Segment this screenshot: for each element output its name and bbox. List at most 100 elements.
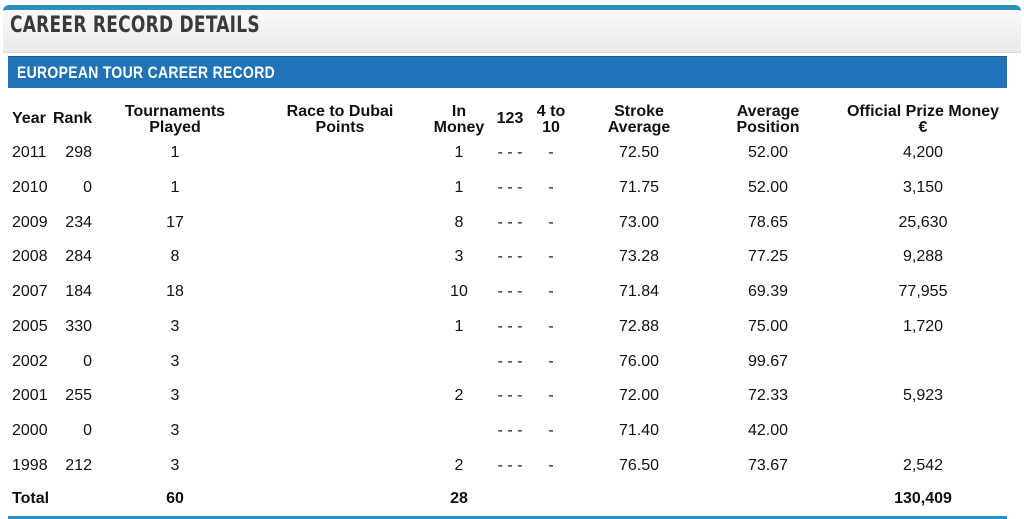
header-inmoney-line2: Money bbox=[433, 119, 485, 136]
cell-year: 2010 bbox=[12, 179, 48, 196]
cell-rank: 298 bbox=[65, 144, 92, 161]
cell-c123: - - - bbox=[497, 144, 523, 161]
cell-year: 2000 bbox=[12, 422, 48, 439]
cell-rank: 0 bbox=[83, 179, 92, 196]
cell-prize: 2,542 bbox=[902, 457, 944, 474]
total-label: Total bbox=[12, 490, 50, 507]
header-tournaments-line2: Played bbox=[149, 119, 201, 136]
cell-c123: - - - bbox=[497, 422, 523, 439]
cell-c410: - bbox=[548, 214, 554, 231]
cell-rank: 184 bbox=[65, 283, 92, 300]
cell-rank: 0 bbox=[83, 353, 92, 370]
cell-c123: - - - bbox=[497, 179, 523, 196]
cell-inmoney: 2 bbox=[454, 387, 464, 404]
cell-prize: 5,923 bbox=[902, 387, 944, 404]
cell-year: 2005 bbox=[12, 318, 48, 335]
section-title: EUROPEAN TOUR CAREER RECORD bbox=[17, 63, 276, 82]
header-prize-line1: Official Prize Money bbox=[846, 103, 1000, 120]
header-rank: Rank bbox=[53, 110, 93, 127]
cell-avgpos: 42.00 bbox=[747, 422, 789, 439]
cell-c410: - bbox=[548, 457, 554, 474]
cell-played: 8 bbox=[170, 248, 180, 265]
cell-played: 18 bbox=[166, 283, 184, 300]
cell-c123: - - - bbox=[497, 214, 523, 231]
cell-c410: - bbox=[548, 387, 554, 404]
cell-rank: 0 bbox=[83, 422, 92, 439]
cell-rank: 330 bbox=[65, 318, 92, 335]
cell-year: 2009 bbox=[12, 214, 48, 231]
cell-played: 3 bbox=[170, 353, 180, 370]
header-race-line2: Points bbox=[315, 119, 365, 136]
header-year: Year bbox=[12, 110, 46, 127]
cell-played: 3 bbox=[170, 318, 180, 335]
cell-year: 1998 bbox=[12, 457, 48, 474]
header-123: 123 bbox=[496, 110, 524, 127]
bottom-rule bbox=[8, 516, 1007, 519]
cell-avgpos: 52.00 bbox=[747, 179, 789, 196]
cell-c410: - bbox=[548, 318, 554, 335]
cell-stroke: 71.84 bbox=[618, 283, 660, 300]
header-inmoney-line1: In bbox=[451, 103, 467, 120]
total-prize: 130,409 bbox=[894, 490, 952, 507]
cell-c410: - bbox=[548, 422, 554, 439]
cell-played: 1 bbox=[170, 179, 180, 196]
total-inmoney: 28 bbox=[450, 490, 468, 507]
header-4to10-line2: 10 bbox=[542, 119, 560, 136]
cell-c123: - - - bbox=[497, 248, 523, 265]
cell-played: 3 bbox=[170, 457, 180, 474]
cell-inmoney: 8 bbox=[454, 214, 464, 231]
cell-stroke: 72.00 bbox=[618, 387, 660, 404]
header-avgpos-line1: Average bbox=[736, 103, 800, 120]
cell-rank: 255 bbox=[65, 387, 92, 404]
cell-prize: 1,720 bbox=[902, 318, 944, 335]
cell-c123: - - - bbox=[497, 353, 523, 370]
cell-played: 1 bbox=[170, 144, 180, 161]
cell-year: 2002 bbox=[12, 353, 48, 370]
header-4to10-line1: 4 to bbox=[536, 103, 566, 120]
cell-inmoney: 3 bbox=[454, 248, 464, 265]
cell-avgpos: 99.67 bbox=[747, 353, 789, 370]
cell-avgpos: 52.00 bbox=[747, 144, 789, 161]
panel-title: CAREER RECORD DETAILS bbox=[10, 13, 260, 38]
cell-c410: - bbox=[548, 144, 554, 161]
cell-played: 17 bbox=[166, 214, 184, 231]
cell-prize: 4,200 bbox=[902, 144, 944, 161]
cell-stroke: 76.50 bbox=[618, 457, 660, 474]
cell-prize: 25,630 bbox=[898, 214, 948, 231]
cell-c123: - - - bbox=[497, 457, 523, 474]
cell-c410: - bbox=[548, 179, 554, 196]
cell-avgpos: 75.00 bbox=[747, 318, 789, 335]
cell-stroke: 72.88 bbox=[618, 318, 660, 335]
cell-stroke: 72.50 bbox=[618, 144, 660, 161]
cell-c410: - bbox=[548, 248, 554, 265]
cell-c410: - bbox=[548, 353, 554, 370]
header-tournaments-line1: Tournaments bbox=[124, 103, 226, 120]
panel-header bbox=[3, 10, 1021, 53]
cell-year: 2011 bbox=[12, 144, 47, 161]
cell-stroke: 71.40 bbox=[618, 422, 660, 439]
cell-rank: 212 bbox=[65, 457, 92, 474]
cell-inmoney: 10 bbox=[450, 283, 468, 300]
cell-avgpos: 72.33 bbox=[747, 387, 789, 404]
total-played: 60 bbox=[166, 490, 184, 507]
header-avgpos-line2: Position bbox=[736, 119, 800, 136]
cell-year: 2001 bbox=[12, 387, 48, 404]
cell-avgpos: 78.65 bbox=[747, 214, 789, 231]
header-prize-line2: € bbox=[918, 119, 928, 136]
cell-year: 2007 bbox=[12, 283, 48, 300]
cell-c123: - - - bbox=[497, 318, 523, 335]
cell-prize: 77,955 bbox=[898, 283, 948, 300]
header-stroke-line1: Stroke bbox=[614, 103, 664, 120]
cell-stroke: 73.00 bbox=[618, 214, 660, 231]
cell-rank: 234 bbox=[65, 214, 92, 231]
cell-inmoney: 1 bbox=[454, 179, 464, 196]
cell-c123: - - - bbox=[497, 283, 523, 300]
cell-c410: - bbox=[548, 283, 554, 300]
cell-played: 3 bbox=[170, 387, 180, 404]
cell-c123: - - - bbox=[497, 387, 523, 404]
cell-avgpos: 69.39 bbox=[747, 283, 789, 300]
cell-prize: 3,150 bbox=[902, 179, 944, 196]
cell-prize: 9,288 bbox=[902, 248, 944, 265]
cell-year: 2008 bbox=[12, 248, 48, 265]
header-stroke-line2: Average bbox=[607, 119, 671, 136]
